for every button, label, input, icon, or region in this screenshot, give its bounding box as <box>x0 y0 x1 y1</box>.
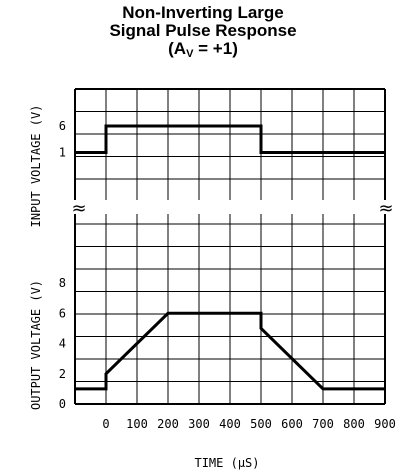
output-y-tick-label: 8 <box>59 276 66 290</box>
output-voltage-label: OUTPUT VOLTAGE (V) <box>29 280 43 410</box>
x-tick-label: 900 <box>374 417 396 431</box>
input-voltage-label: INPUT VOLTAGE (V) <box>29 105 43 228</box>
output-y-tick-label: 6 <box>59 306 66 320</box>
x-tick-label: 500 <box>250 417 272 431</box>
x-tick-label: 100 <box>126 417 148 431</box>
x-tick-label: 0 <box>102 417 109 431</box>
break-symbol-right: ≈ <box>378 198 393 219</box>
x-tick-label: 600 <box>281 417 303 431</box>
x-tick-label: 200 <box>157 417 179 431</box>
gain-label: (AV = +1) <box>0 40 406 63</box>
input-voltage-curve <box>75 124 385 154</box>
output-y-tick-label: 2 <box>59 367 66 381</box>
grid <box>68 88 393 405</box>
x-tick-label: 800 <box>343 417 365 431</box>
x-tick-label: 700 <box>312 417 334 431</box>
axis-break-gap <box>68 200 393 214</box>
title-line-1: Non-Inverting Large <box>122 3 284 22</box>
x-tick-label: 400 <box>219 417 241 431</box>
chart-title: Non-Inverting Large Signal Pulse Respons… <box>0 4 406 63</box>
title-line-2: Signal Pulse Response <box>109 21 297 40</box>
x-tick-label: 300 <box>188 417 210 431</box>
gain-suffix: = +1) <box>193 39 238 58</box>
gain-subscript: V <box>186 48 194 60</box>
tick-labels: 0 100 200 300 400 500 600 700 800 900 6 1 8 6 4 2 0 <box>59 119 396 431</box>
input-y-tick-label: 6 <box>59 119 66 133</box>
input-y-tick-label: 1 <box>59 146 66 160</box>
output-voltage-curve <box>75 311 385 391</box>
curves <box>75 124 385 391</box>
output-y-tick-label: 4 <box>59 337 66 351</box>
gain-prefix: (A <box>168 39 187 58</box>
output-y-tick-label: 0 <box>59 397 66 411</box>
x-axis-label: TIME (µS) <box>194 456 259 470</box>
break-symbol-left: ≈ <box>71 198 86 219</box>
